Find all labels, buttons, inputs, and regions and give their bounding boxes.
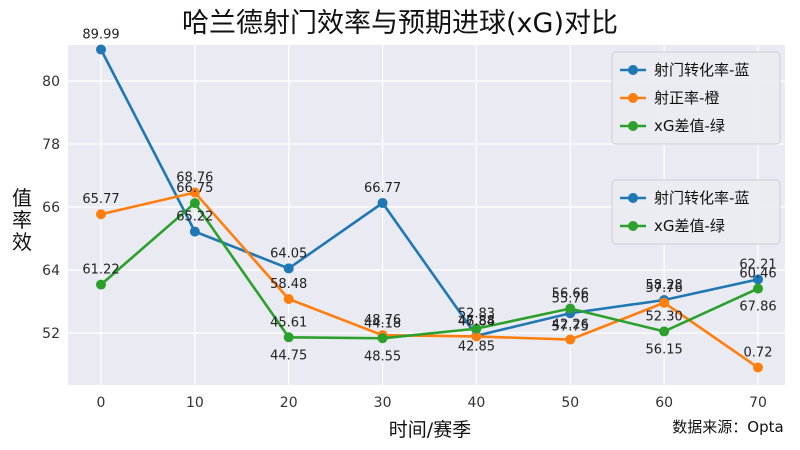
x-tick-label: 70	[749, 395, 767, 411]
data-point	[753, 362, 763, 373]
y-tick-label: 52	[42, 326, 60, 342]
data-label: 46.84	[458, 314, 495, 329]
data-point	[471, 331, 482, 342]
legend-entry: 射正率-橙	[654, 89, 719, 107]
data-label: 64.05	[270, 246, 307, 261]
data-point	[96, 279, 106, 290]
data-label-below: 48.55	[364, 349, 401, 364]
data-label: 89.99	[82, 28, 119, 43]
series-line-2	[100, 201, 759, 340]
data-label: 52.83	[458, 307, 495, 322]
data-label-below: 56.15	[646, 342, 683, 357]
data-label: 66.75	[176, 181, 213, 196]
legend-swatch-marker	[628, 193, 638, 203]
x-tick-label: 10	[186, 395, 204, 411]
y-tick-label: 66	[42, 200, 60, 216]
data-label-below: 44.75	[270, 348, 307, 363]
data-label: 56.66	[552, 287, 589, 302]
data-label-below: 42.85	[458, 340, 495, 355]
legend-entry: 射门转化率-蓝	[654, 189, 749, 207]
data-point	[565, 334, 576, 345]
y-axis-label: 值率效	[12, 186, 32, 254]
series-line-1	[100, 191, 759, 369]
data-point	[753, 283, 763, 294]
data-point	[377, 197, 388, 208]
legend-swatch-marker	[628, 65, 638, 75]
data-point	[189, 226, 200, 237]
x-tick-label: 50	[561, 395, 579, 411]
data-label: 58.28	[646, 278, 683, 293]
data-point	[565, 303, 576, 314]
data-label: 45.61	[270, 315, 307, 330]
data-label: 62.21	[739, 257, 776, 272]
data-label-below: 57.75	[552, 320, 589, 335]
data-point	[96, 209, 106, 220]
x-axis-label: 时间/赛季	[389, 419, 471, 441]
x-tick-label: 0	[97, 395, 106, 411]
legend-swatch-marker	[628, 221, 638, 231]
data-point	[283, 293, 294, 304]
data-point	[283, 332, 294, 343]
legend-entry: xG差值-绿	[654, 117, 725, 135]
data-point	[189, 187, 200, 198]
legend-entry: 射门转化率-蓝	[654, 61, 749, 79]
data-label: 47.88	[458, 314, 495, 329]
data-label: 55.76	[552, 291, 589, 306]
data-label: 68.76	[176, 171, 213, 186]
data-label: 42.26	[552, 318, 589, 333]
data-point	[189, 198, 200, 209]
data-point	[753, 274, 763, 285]
y-tick-label: 64	[42, 263, 60, 279]
data-label: 65.22	[176, 210, 213, 225]
data-label-below: 67.86	[739, 300, 776, 315]
data-label: 0.72	[744, 346, 773, 361]
data-label: 48.76	[364, 313, 401, 328]
legend-box	[611, 51, 781, 145]
legend-box	[611, 179, 781, 245]
series-line-0	[99, 48, 759, 338]
data-label: 44.18	[364, 316, 401, 331]
data-point	[283, 263, 294, 274]
data-point	[471, 323, 482, 334]
data-point	[659, 297, 670, 308]
legend-swatch-marker	[628, 121, 638, 131]
chart-title: 哈兰德射门效率与预期进球(xG)对比	[182, 8, 618, 39]
x-tick-label: 60	[655, 395, 673, 411]
source-note: 数据来源：Opta	[672, 418, 783, 436]
x-tick-label: 40	[468, 395, 486, 411]
legend-entry: xG差值-绿	[654, 217, 725, 235]
data-point	[96, 44, 106, 55]
x-tick-label: 20	[280, 395, 298, 411]
data-label: 58.48	[270, 277, 307, 292]
data-point	[659, 326, 670, 337]
y-tick-label: 78	[42, 137, 60, 153]
data-label: 65.77	[82, 192, 119, 207]
y-tick-label: 80	[42, 74, 60, 90]
data-label: 57.76	[646, 281, 683, 296]
data-label: 61.22	[82, 263, 119, 278]
legend-swatch-marker	[628, 93, 638, 103]
data-point	[377, 333, 388, 344]
data-label: 60.46	[739, 267, 776, 282]
data-label: 52.30	[646, 309, 683, 324]
x-tick-label: 30	[374, 395, 392, 411]
data-label: 66.77	[364, 181, 401, 196]
